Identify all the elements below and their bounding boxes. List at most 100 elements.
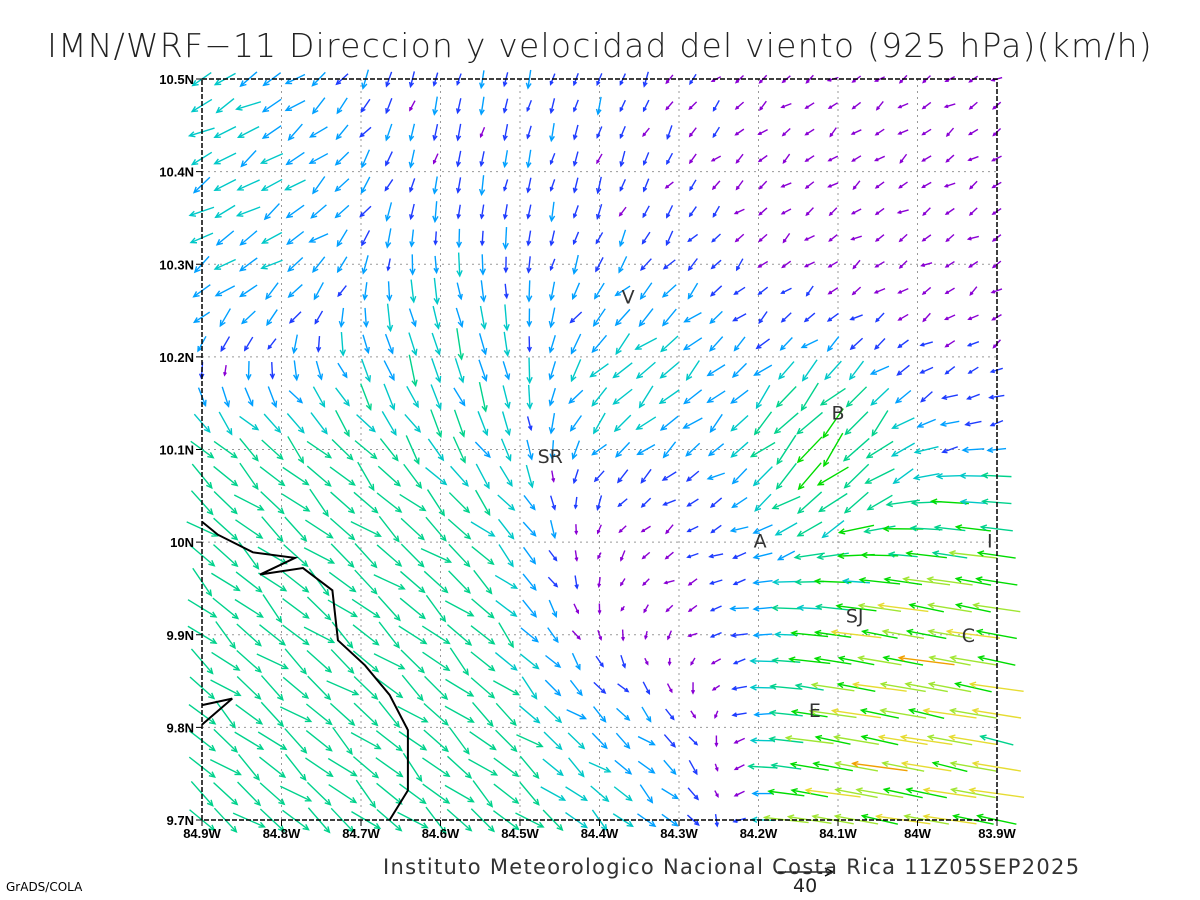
wind-vector-head (752, 579, 760, 586)
wind-vector (188, 206, 215, 217)
wind-vector (591, 443, 607, 456)
wind-vector (260, 178, 283, 192)
city-label: B (831, 402, 844, 424)
wind-vector (758, 207, 768, 216)
wind-vector (662, 441, 677, 459)
wind-vector (771, 604, 801, 612)
wind-vector-head (796, 456, 804, 464)
wind-vector-head (421, 716, 429, 723)
wind-vector-shaft (875, 261, 885, 268)
wind-vector-shaft (797, 491, 823, 514)
wind-vector-head (913, 447, 922, 455)
wind-vector-head (635, 372, 644, 380)
wind-vector-head (435, 402, 442, 411)
wind-vector (239, 257, 258, 272)
wind-vector-shaft (945, 182, 956, 188)
wind-vector-shaft (834, 736, 879, 746)
wind-vector-head (834, 787, 842, 794)
wind-vector (329, 517, 356, 541)
wind-vector-shaft (329, 466, 356, 486)
wind-vector-shaft (641, 525, 651, 533)
wind-vector-shaft (310, 126, 328, 138)
wind-vector (780, 182, 792, 188)
wind-vector-shaft (497, 518, 514, 539)
wind-vector-shaft (735, 101, 745, 110)
wind-vector-head (192, 291, 200, 298)
wind-vector-head (502, 81, 508, 88)
wind-vector (948, 549, 998, 559)
wind-vector-shaft (636, 361, 656, 379)
wind-vector (902, 576, 951, 586)
wind-vector-head (949, 787, 958, 794)
wind-vector-head (432, 160, 437, 165)
wind-vector-shaft (263, 413, 281, 433)
wind-vector (548, 281, 556, 302)
wind-vector-shaft (471, 701, 494, 727)
wind-vector-shaft (758, 207, 768, 216)
wind-vector-head (729, 605, 737, 612)
wind-vector-shaft (849, 360, 865, 380)
wind-vector-head (263, 213, 271, 221)
wind-vector (423, 570, 449, 594)
wind-vector-head (208, 559, 216, 567)
wind-vector-head (688, 212, 694, 218)
wind-vector-head (417, 560, 425, 568)
wind-vector (921, 155, 932, 162)
wind-vector-shaft (709, 413, 723, 433)
wind-vector (616, 707, 631, 721)
wind-vector-shaft (852, 259, 861, 269)
wind-vector-shaft (800, 382, 819, 411)
wind-vector-head (898, 79, 904, 84)
wind-vector-head (685, 373, 693, 382)
y-tick-label: 9.9N (167, 628, 194, 643)
wind-vector (758, 311, 768, 325)
wind-vector (502, 98, 509, 114)
wind-vector-head (781, 264, 786, 269)
wind-vector-head (730, 451, 738, 458)
wind-vector (522, 546, 537, 565)
wind-vector (311, 97, 326, 115)
wind-vector (851, 286, 862, 296)
wind-vector-shaft (732, 685, 748, 690)
wind-vector (375, 730, 404, 752)
wind-vector-head (638, 319, 646, 328)
wind-vector-head (260, 263, 268, 270)
wind-vector-head (259, 158, 268, 165)
wind-vector-head (213, 263, 222, 270)
wind-vector (397, 705, 429, 723)
wind-vector (519, 653, 540, 670)
wind-vector (218, 411, 233, 436)
wind-vector-head (662, 451, 670, 459)
wind-vector (495, 729, 518, 753)
wind-vector (386, 281, 393, 302)
wind-vector (542, 809, 564, 832)
grads-credit: GrADS/COLA (6, 880, 83, 894)
wind-vector-head (569, 317, 576, 324)
wind-vector (315, 360, 324, 381)
wind-vector-head (467, 796, 475, 803)
wind-vector (448, 570, 471, 594)
wind-vector-shaft (474, 489, 491, 516)
wind-vector-shaft (853, 683, 907, 692)
wind-vector (313, 282, 324, 301)
wind-vector-shaft (330, 649, 354, 674)
wind-vector (523, 495, 536, 511)
wind-vector-shaft (287, 256, 304, 272)
wind-vector-shaft (875, 155, 886, 162)
wind-vector-head (487, 558, 495, 566)
wind-vector-head (440, 826, 447, 835)
wind-vector (574, 575, 579, 590)
wind-vector-shaft (335, 151, 350, 166)
wind-vector (828, 234, 838, 242)
wind-vector (520, 627, 540, 643)
wind-vector-head (991, 237, 997, 242)
wind-vector-head (276, 535, 284, 543)
wind-vector (399, 570, 426, 594)
wind-vector (597, 603, 602, 615)
wind-vector-head (641, 239, 647, 245)
wind-vector (568, 389, 584, 405)
wind-vector-head (412, 400, 419, 409)
wind-vector (235, 519, 264, 539)
wind-vector (455, 150, 462, 168)
wind-vector-shaft (282, 598, 309, 619)
